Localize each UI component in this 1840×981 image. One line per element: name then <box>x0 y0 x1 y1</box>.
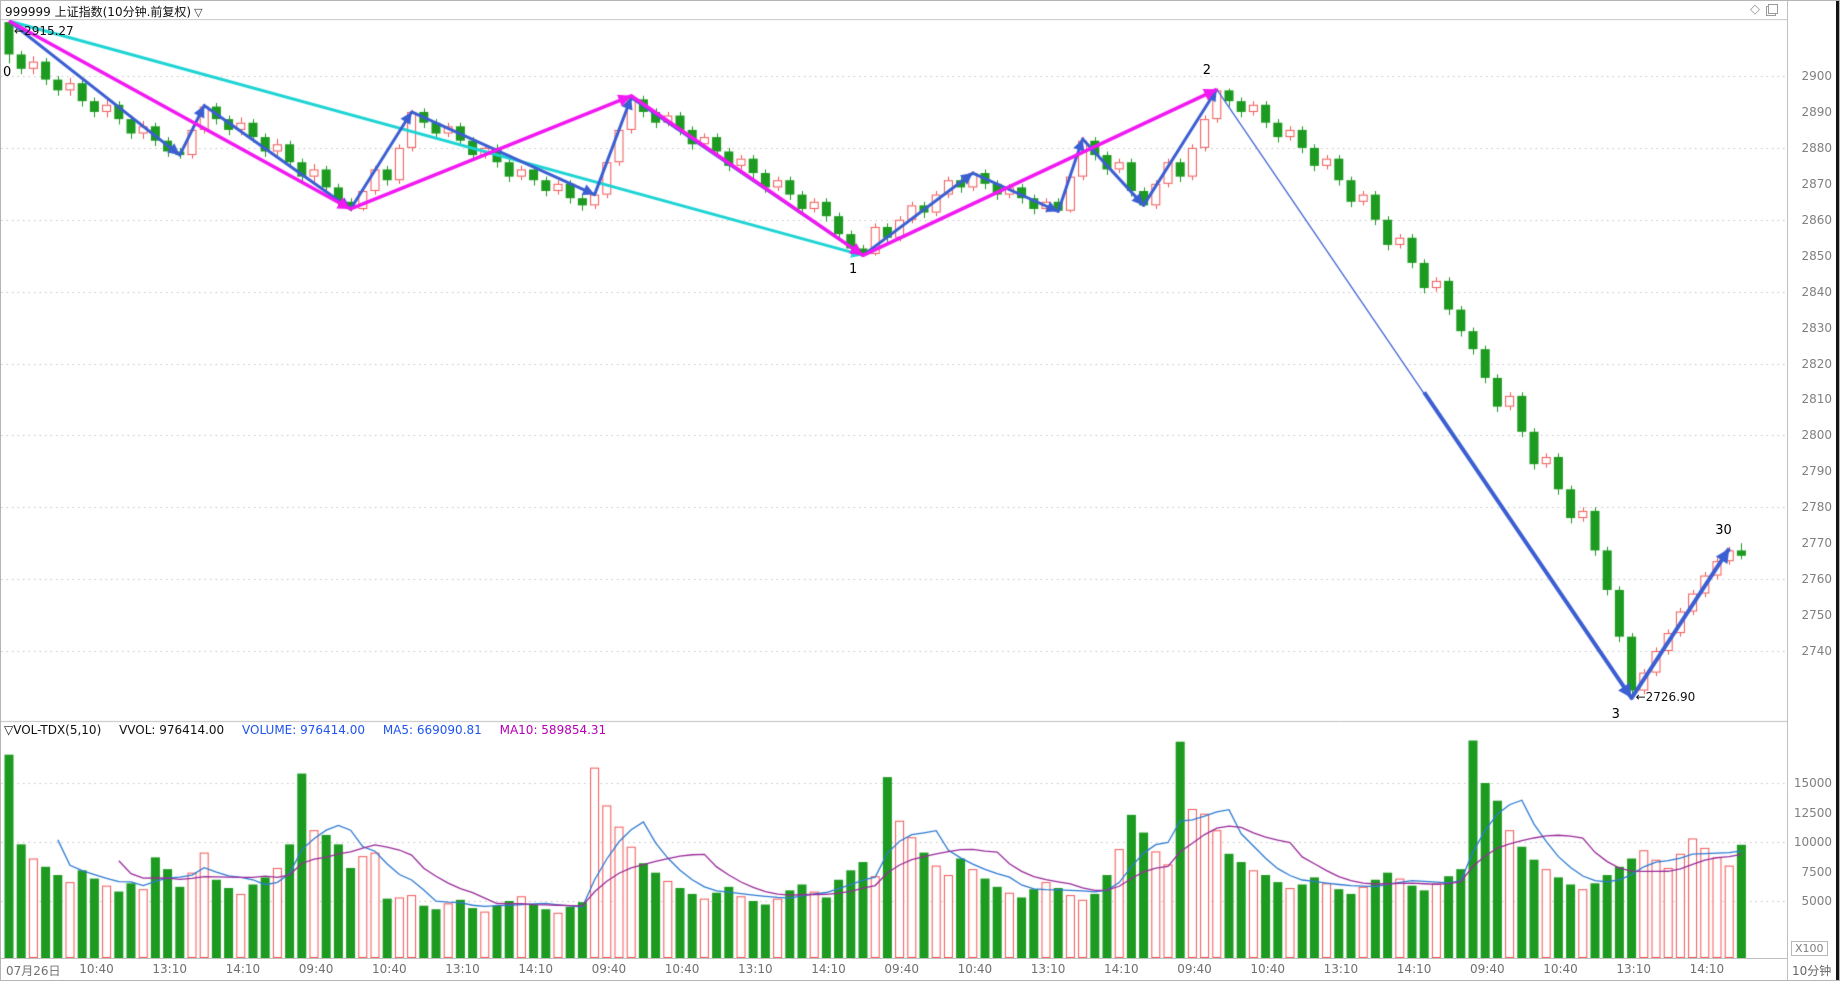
time-axis-label: 13:10 <box>1323 962 1359 976</box>
symbol-title[interactable]: 999999 上证指数(10分钟.前复权) ▽ <box>5 5 203 19</box>
price-annotation-high: ←2915.27 <box>14 24 74 38</box>
price-axis-label: 2880 <box>1801 140 1832 155</box>
price-axis: X100 10分钟 2900 2890 2880 2870 2860 2850 2840 28… <box>1787 1 1838 980</box>
price-axis-label: 2750 <box>1801 608 1832 623</box>
volume-axis-label: 5000 <box>1801 894 1832 908</box>
time-axis-label: 10:40 <box>957 962 993 976</box>
time-axis-label: 09:40 <box>1177 962 1212 976</box>
ma5-value: MA5: 669090.81 <box>382 723 482 737</box>
pivot-label-30: 30 <box>1715 522 1732 538</box>
price-axis-label: 2790 <box>1801 464 1832 479</box>
time-axis-label: 14:10 <box>811 962 846 976</box>
time-axis-label: 14:10 <box>1396 962 1432 976</box>
pivot-label-0: 0 <box>3 65 12 80</box>
time-axis-label: 07月26日 <box>6 964 61 978</box>
pivot-label-3: 3 <box>1611 707 1620 723</box>
layers-icon[interactable] <box>1766 4 1778 16</box>
time-axis-label: 10:40 <box>1250 962 1285 976</box>
volume-unit-label: X100 <box>1791 941 1828 956</box>
volume-value: VOLUME: 976414.00 <box>242 723 365 737</box>
time-axis-label: 10:40 <box>372 962 407 976</box>
ma10-value: MA10: 589854.31 <box>499 723 607 737</box>
price-axis-label: 2810 <box>1801 392 1832 407</box>
time-axis-label: 09:40 <box>591 962 627 976</box>
vvol-value: VVOL: 976414.00 <box>119 723 225 737</box>
time-axis-label: 13:10 <box>445 962 480 976</box>
time-axis-label: 13:10 <box>738 962 773 976</box>
time-axis: 07月26日 10:40 13:10 14:10 09:40 10:40 13:10 14:1… <box>1 958 1787 980</box>
chevron-down-icon[interactable]: ▽ <box>194 6 203 19</box>
pivot-label-2: 2 <box>1202 63 1212 79</box>
volume-axis-label: 7500 <box>1801 864 1832 879</box>
pivot-label-1: 1 <box>849 262 858 278</box>
price-axis-label: 2900 <box>1801 69 1832 83</box>
window-right-edge <box>1836 1 1839 980</box>
price-axis-label: 2860 <box>1801 212 1832 227</box>
price-axis-label: 2800 <box>1801 428 1832 443</box>
time-axis-label: 10:40 <box>1543 962 1578 976</box>
volume-indicator-header: ▽VOL-TDX(5,10) VVOL: 976414.00 VOLUME: 9… <box>4 723 620 737</box>
price-axis-label: 2850 <box>1801 248 1832 263</box>
volume-axis-label: 12500 <box>1793 805 1832 820</box>
time-axis-label: 13:10 <box>152 962 187 976</box>
price-axis-label: 2760 <box>1801 572 1832 587</box>
price-axis-label: 2780 <box>1801 500 1832 515</box>
price-axis-label: 2840 <box>1801 284 1832 299</box>
price-axis-label: 2890 <box>1801 104 1832 119</box>
indicator-name[interactable]: ▽VOL-TDX(5,10) <box>4 723 102 737</box>
time-axis-label: 09:40 <box>884 962 919 976</box>
time-axis-label: 13:10 <box>1030 962 1066 976</box>
time-axis-label: 09:40 <box>1470 962 1505 976</box>
price-annotation-low: ←2726.90 <box>1635 690 1696 705</box>
time-axis-label: 10:40 <box>664 962 700 976</box>
period-label[interactable]: 10分钟 <box>1792 964 1832 978</box>
time-axis-label: 13:10 <box>1616 962 1651 976</box>
time-axis-label: 14:10 <box>518 962 553 976</box>
price-axis-label: 2740 <box>1801 644 1832 659</box>
chart-titlebar: 999999 上证指数(10分钟.前复权) ▽ <box>1 1 1787 20</box>
time-axis-label: 14:10 <box>1104 962 1139 976</box>
price-axis-label: 2770 <box>1801 536 1832 551</box>
time-axis-label: 14:10 <box>225 962 261 976</box>
price-axis-label: 2830 <box>1801 320 1832 335</box>
price-axis-label: 2870 <box>1801 176 1832 191</box>
diamond-icon[interactable]: ◇ <box>1750 2 1760 17</box>
time-axis-label: 09:40 <box>298 962 334 976</box>
price-axis-label: 2820 <box>1801 356 1832 371</box>
volume-axis-label: 15000 <box>1793 776 1832 790</box>
time-axis-label: 14:10 <box>1689 962 1725 976</box>
volume-axis-label: 10000 <box>1793 835 1832 849</box>
time-axis-label: 10:40 <box>79 962 114 976</box>
